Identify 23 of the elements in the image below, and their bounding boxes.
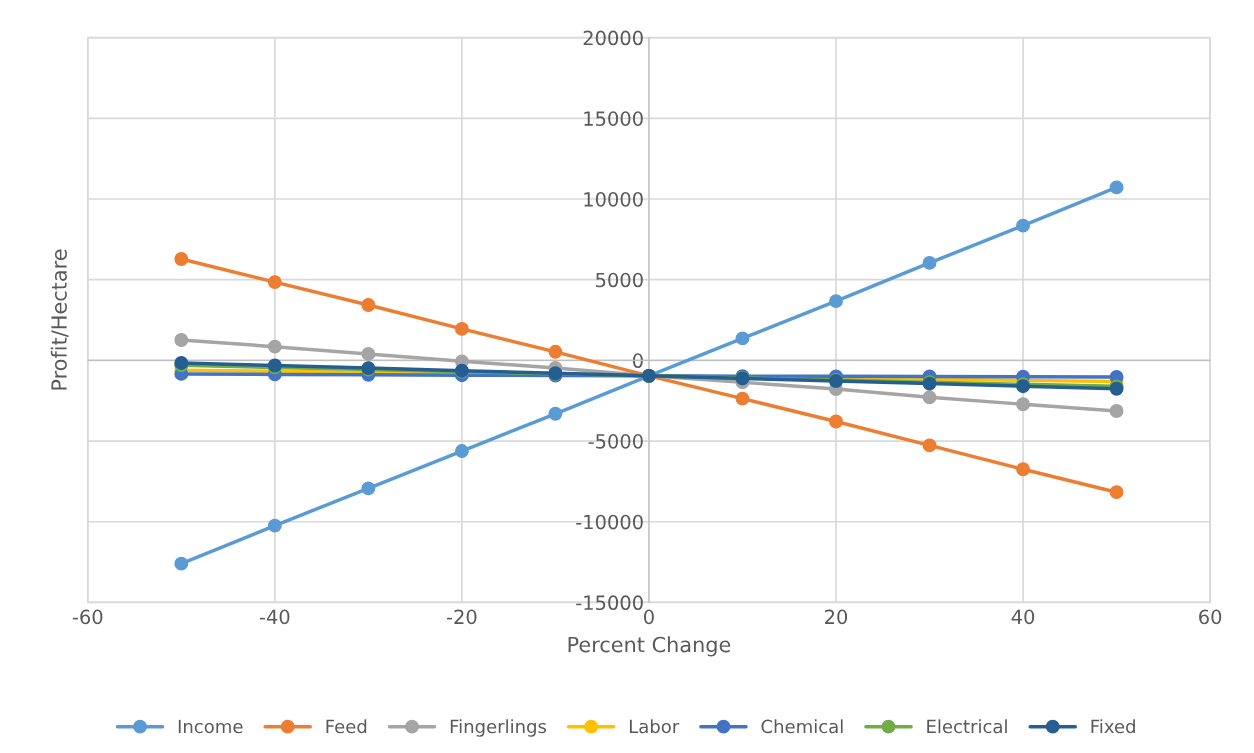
x-tick-label: -60 — [72, 609, 103, 625]
x-tick-label: -20 — [446, 609, 477, 625]
y-tick-label: 5000 — [596, 272, 643, 288]
legend-label: Fingerlings — [450, 719, 547, 737]
x-axis-title: Percent Change — [568, 636, 731, 657]
x-tick-label: -40 — [259, 609, 290, 625]
legend-label: Feed — [326, 719, 367, 734]
legend-label: Labor — [629, 719, 680, 734]
legend-label: Chemical — [761, 719, 843, 734]
x-tick-label: 0 — [644, 609, 654, 625]
legend-label: Electrical — [927, 719, 1007, 734]
x-tick-label: 40 — [1011, 609, 1035, 625]
legend-label: Income — [178, 719, 243, 734]
y-tick-label: -15000 — [576, 595, 643, 611]
y-tick-label: 10000 — [584, 191, 643, 207]
y-tick-label: 20000 — [583, 30, 643, 46]
y-tick-label: -10000 — [576, 514, 643, 530]
x-tick-label: 60 — [1199, 609, 1222, 625]
legend-label: Fixed — [1091, 719, 1135, 734]
y-tick-label: -5000 — [588, 434, 643, 449]
y-axis-title: Profit/Hectare — [50, 249, 69, 390]
x-tick-label: 20 — [825, 609, 848, 625]
y-tick-label: 15000 — [584, 111, 643, 126]
